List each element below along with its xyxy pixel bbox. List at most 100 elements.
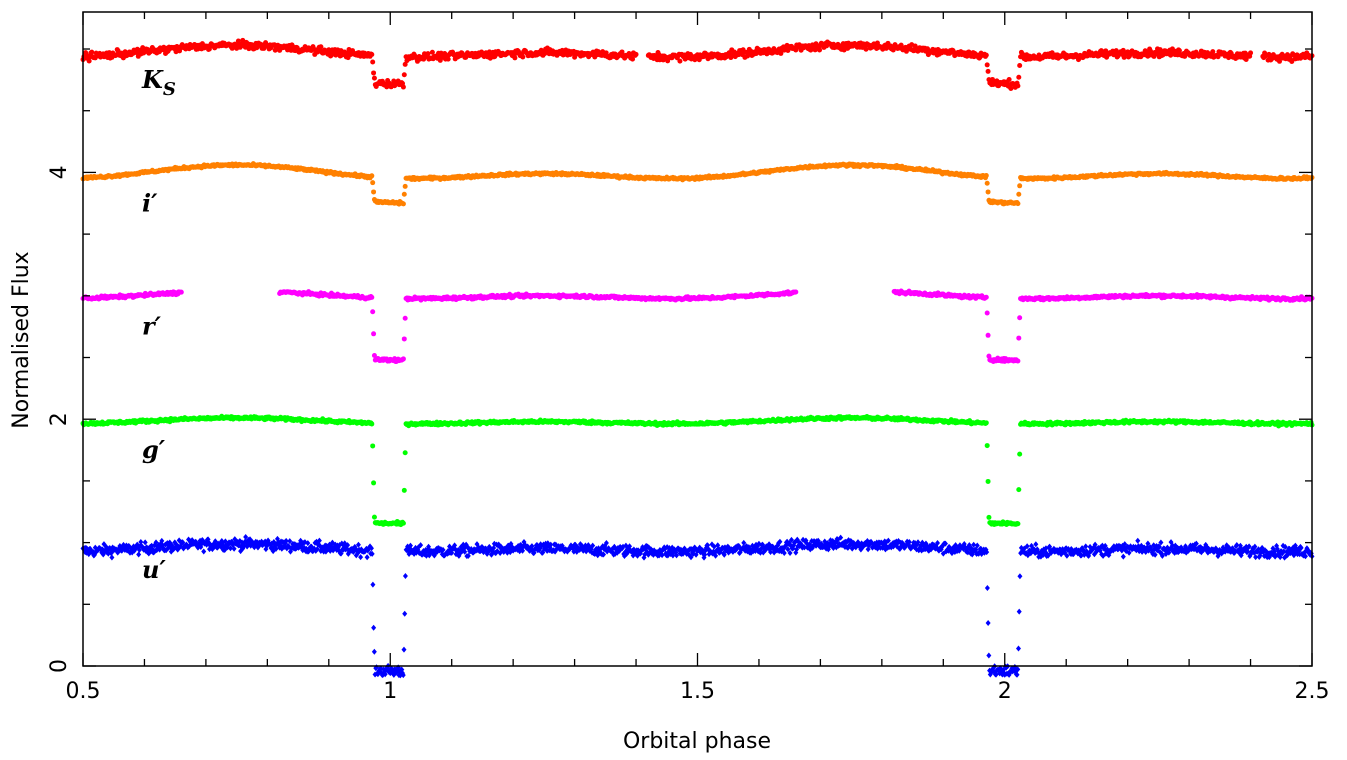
data-point [369, 421, 375, 427]
data-point [1253, 554, 1259, 561]
data-point [788, 536, 794, 543]
data-point [801, 544, 807, 551]
data-point [1017, 451, 1023, 457]
data-point [402, 573, 408, 580]
data-point [986, 514, 992, 520]
data-point [1064, 552, 1070, 559]
data-point [449, 549, 455, 556]
data-point [1017, 315, 1023, 321]
data-point [985, 478, 991, 484]
data-point [508, 540, 514, 547]
data-point [713, 552, 719, 559]
data-layer [80, 37, 1315, 679]
data-point [371, 648, 377, 655]
data-point [985, 620, 991, 627]
data-point [370, 180, 376, 186]
data-point [382, 671, 388, 678]
data-point [273, 545, 279, 552]
data-point [1135, 537, 1141, 544]
data-point [491, 544, 497, 551]
series-r-points [80, 288, 1315, 365]
data-point [369, 173, 375, 179]
data-point [440, 546, 446, 553]
data-point [400, 201, 406, 207]
data-point [243, 534, 249, 541]
data-point [986, 652, 992, 659]
data-point [370, 581, 376, 588]
data-point [371, 514, 377, 520]
data-point [465, 552, 471, 559]
data-point [674, 552, 680, 559]
data-point [971, 541, 977, 548]
data-point [974, 542, 980, 549]
data-point [371, 480, 377, 486]
data-point [670, 552, 676, 559]
data-point [1256, 546, 1262, 553]
series-u-points [80, 534, 1315, 679]
data-point [400, 672, 406, 679]
data-point [314, 546, 320, 553]
data-point [123, 544, 129, 551]
data-point [370, 309, 376, 315]
data-point [402, 183, 408, 189]
data-point [418, 542, 424, 549]
data-point [371, 189, 377, 195]
data-point [1102, 542, 1108, 549]
data-point [1017, 573, 1023, 580]
data-point [287, 538, 293, 545]
data-point [1159, 552, 1165, 559]
data-point [1047, 543, 1053, 550]
data-point [768, 548, 774, 555]
data-point [1045, 552, 1051, 559]
data-point [983, 420, 989, 426]
data-point [462, 548, 468, 555]
data-point [1156, 543, 1162, 550]
data-point [603, 540, 609, 547]
data-point [915, 539, 921, 546]
data-point [400, 520, 406, 526]
data-point [1281, 548, 1287, 555]
data-point [400, 356, 406, 362]
data-point [906, 538, 912, 545]
data-point [993, 671, 999, 678]
data-point [984, 443, 990, 449]
data-point [136, 551, 142, 558]
data-point [1024, 543, 1030, 550]
data-point [1083, 543, 1089, 550]
data-point [520, 547, 526, 554]
data-point [942, 540, 948, 547]
data-point [371, 624, 377, 631]
data-point [777, 538, 783, 545]
data-point [1158, 539, 1164, 546]
series-g-points [80, 413, 1315, 528]
data-point [231, 545, 237, 552]
data-point [402, 450, 408, 456]
data-point [402, 610, 408, 617]
data-point [109, 554, 115, 561]
data-point [401, 336, 407, 342]
data-point [370, 443, 376, 449]
data-point [984, 584, 990, 591]
data-point [984, 310, 990, 316]
data-point [787, 549, 793, 556]
data-point [355, 541, 361, 548]
data-point [885, 537, 891, 544]
data-point [1015, 645, 1021, 652]
data-point [136, 546, 142, 553]
data-point [1282, 543, 1288, 550]
data-point [1016, 608, 1022, 615]
data-point [1145, 540, 1151, 547]
data-point [1193, 540, 1199, 547]
data-point [548, 541, 554, 548]
data-point [985, 332, 991, 338]
data-point [201, 548, 207, 555]
data-point [781, 550, 787, 557]
data-point [590, 542, 596, 549]
data-point [1015, 358, 1021, 364]
data-point [1252, 543, 1258, 550]
data-point [1033, 541, 1039, 548]
data-point [984, 549, 990, 556]
data-point [741, 539, 747, 546]
